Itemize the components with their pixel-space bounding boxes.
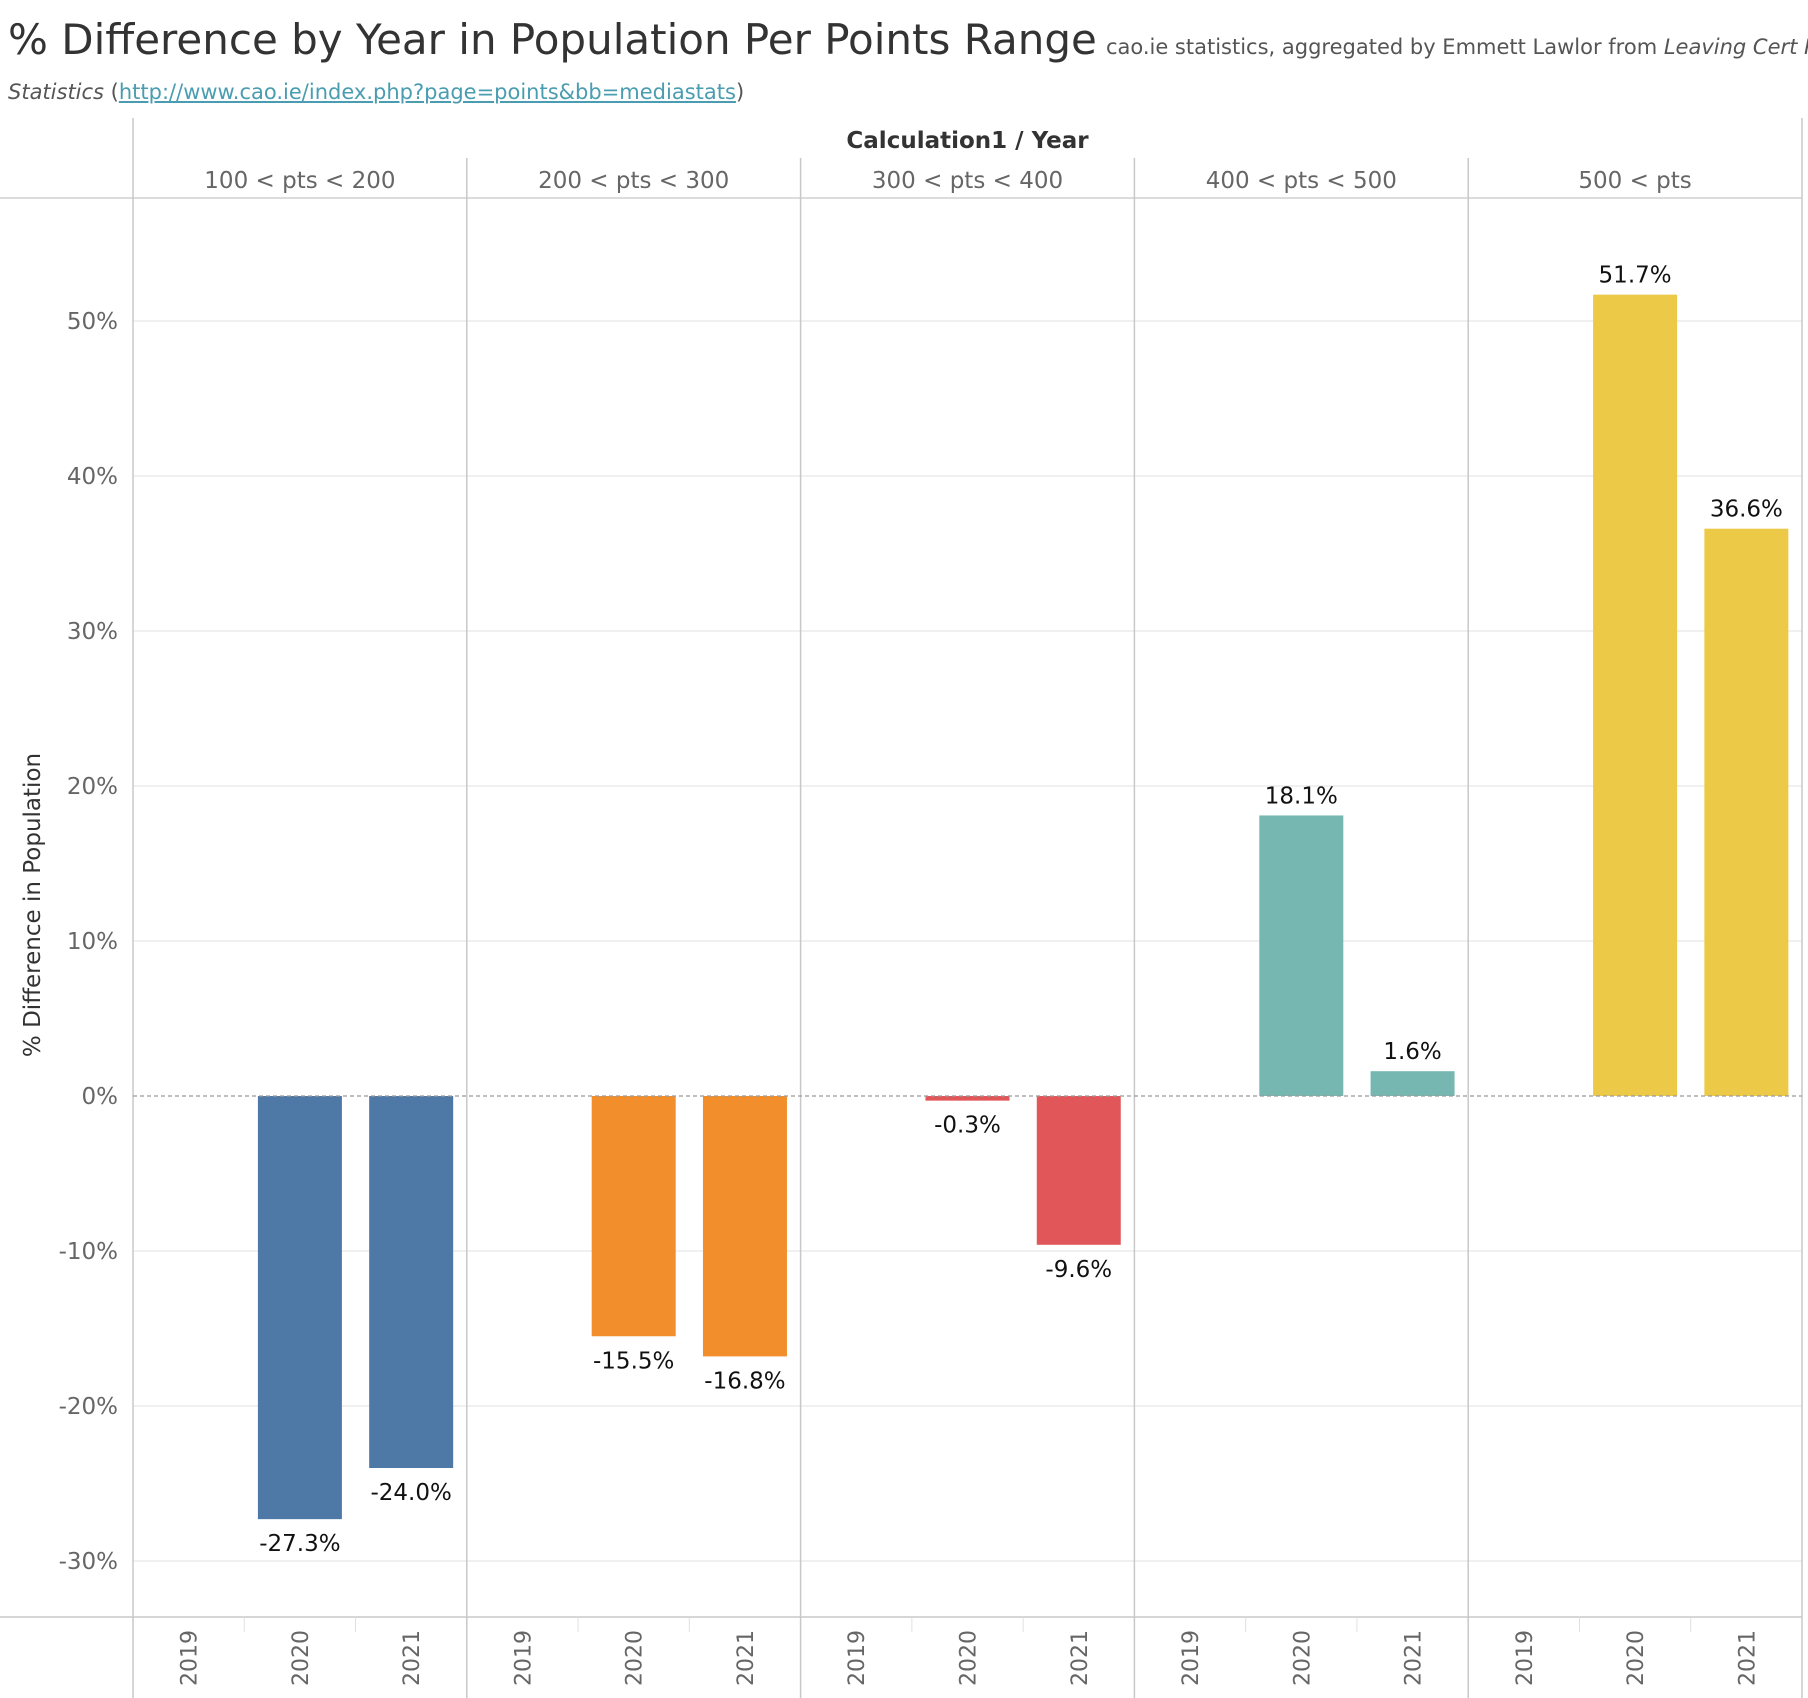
data-label: -15.5% [593, 1348, 674, 1374]
x-tick-label: 2021 [1402, 1630, 1427, 1686]
panel-header: 500 < pts [1578, 168, 1691, 194]
y-tick-label: 0% [82, 1084, 119, 1110]
data-label: -24.0% [370, 1480, 451, 1506]
y-tick-label: -20% [59, 1394, 118, 1420]
x-tick-label: 2021 [1068, 1630, 1093, 1686]
y-tick-label: -10% [59, 1239, 118, 1265]
subtitle-source-name-part1: Leaving Cert Points [1663, 35, 1808, 59]
data-label: 36.6% [1710, 497, 1783, 523]
panel-header: 400 < pts < 500 [1206, 168, 1397, 194]
chart-subtitle: cao.ie statistics, aggregated by Emmett … [1106, 35, 1808, 59]
bar [591, 1096, 676, 1337]
data-label: 1.6% [1383, 1039, 1441, 1065]
data-label: -27.3% [259, 1531, 340, 1557]
x-tick-label: 2021 [400, 1630, 425, 1686]
data-label: 18.1% [1265, 783, 1338, 809]
bar [1704, 528, 1789, 1096]
x-tick-label: 2021 [1735, 1630, 1760, 1686]
y-tick-label: 10% [67, 929, 118, 955]
panel-header: 100 < pts < 200 [204, 168, 395, 194]
bar [1593, 294, 1678, 1096]
bar [1036, 1096, 1121, 1245]
x-tick-label: 2019 [511, 1630, 536, 1686]
subtitle-open-paren: ( [104, 80, 119, 104]
y-tick-label: 40% [67, 464, 118, 490]
y-tick-label: 50% [67, 309, 118, 335]
x-tick-label: 2019 [1513, 1630, 1538, 1686]
y-axis-label: % Difference in Population [20, 753, 46, 1057]
chart-title: % Difference by Year in Population Per P… [8, 15, 1097, 64]
y-tick-label: 30% [67, 619, 118, 645]
x-tick-label: 2021 [734, 1630, 759, 1686]
x-tick-label: 2019 [1179, 1630, 1204, 1686]
bar [1370, 1071, 1455, 1096]
y-tick-label: -30% [59, 1549, 118, 1575]
x-tick-label: 2019 [178, 1630, 203, 1686]
subtitle-second-line: Statistics (http://www.cao.ie/index.php?… [8, 75, 1798, 109]
panel-header: 200 < pts < 300 [538, 168, 729, 194]
x-tick-label: 2020 [1624, 1630, 1649, 1686]
y-tick-label: 20% [67, 774, 118, 800]
bar [702, 1096, 787, 1357]
chart-header: % Difference by Year in Population Per P… [8, 14, 1808, 109]
data-label: -16.8% [704, 1368, 785, 1394]
x-tick-label: 2020 [623, 1630, 648, 1686]
subtitle-prefix: cao.ie statistics, aggregated by Emmett … [1105, 35, 1664, 59]
subtitle-source-name-part2: Statistics [8, 80, 104, 104]
x-tick-label: 2019 [845, 1630, 870, 1686]
title-line: % Difference by Year in Population Per P… [8, 14, 1808, 75]
x-tick-label: 2020 [289, 1630, 314, 1686]
bar [1259, 815, 1344, 1096]
data-label: -9.6% [1045, 1257, 1112, 1283]
x-tick-label: 2020 [957, 1630, 982, 1686]
subtitle-close-paren: ) [735, 80, 745, 104]
source-link[interactable]: http://www.cao.ie/index.php?page=points&… [118, 80, 736, 104]
bar [257, 1096, 342, 1520]
x-tick-label: 2020 [1290, 1630, 1315, 1686]
panel-header: 300 < pts < 400 [872, 168, 1063, 194]
bar [369, 1096, 454, 1468]
bar [925, 1096, 1010, 1101]
data-label: -0.3% [934, 1113, 1001, 1139]
data-label: 51.7% [1599, 263, 1672, 289]
column-header: Calculation1 / Year [846, 128, 1089, 154]
